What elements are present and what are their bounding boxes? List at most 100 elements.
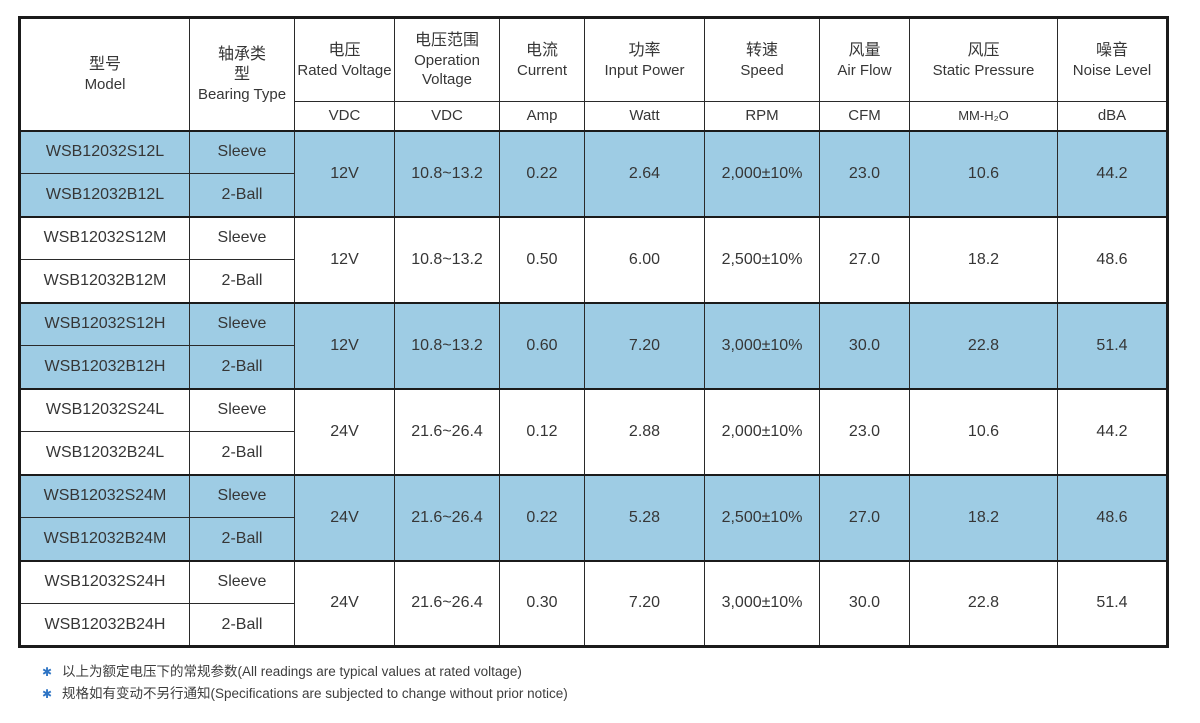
operation-voltage-cell: 10.8~13.2 [394,129,500,217]
current-cell: 0.22 [499,129,585,217]
col-header-air_flow: 风量 Air Flow [819,17,910,102]
speed-cell: 2,000±10% [704,387,820,475]
col-header-en: Current [516,61,568,79]
col-unit-rated_voltage: VDC [294,101,395,132]
bearing-cell: Sleeve [189,129,295,174]
col-unit-current: Amp [499,101,585,132]
col-header-model: 型号 Model [19,17,190,131]
col-header-zh: 电压 [328,41,361,59]
operation-voltage-cell: 21.6~26.4 [394,473,500,561]
footnote: ✱ 以上为额定电压下的常规参数(All readings are typical … [42,661,1200,683]
model-cell: WSB12032S24H [19,559,190,604]
speed-cell: 3,000±10% [704,301,820,389]
col-unit-air_flow: CFM [819,101,910,132]
current-cell: 0.12 [499,387,585,475]
table-row: WSB12032S12H Sleeve 12V 10.8~13.2 0.60 7.20 3,… [19,301,1168,389]
air-flow-cell: 30.0 [819,559,910,647]
model-cell: WSB12032B12H [19,345,190,389]
noise-cell: 51.4 [1057,301,1168,389]
table-row: WSB12032S24L Sleeve 24V 21.6~26.4 0.12 2.88 2,… [19,387,1168,475]
model-cell: WSB12032B12M [19,259,190,303]
input-power-cell: 5.28 [584,473,705,561]
static-pressure-cell: 18.2 [909,215,1058,303]
operation-voltage-cell: 10.8~13.2 [394,301,500,389]
col-unit-noise: dBA [1057,101,1168,132]
bearing-cell: Sleeve [189,473,295,518]
col-unit-static_pressure: MM-H₂O [909,101,1058,132]
footnote: ✱ 规格如有变动不另行通知(Specifications are subjecte… [42,683,1200,705]
table-row: WSB12032B24L 2-Ball [19,431,1168,475]
col-header-noise: 噪音 Noise Level [1057,17,1168,102]
model-cell: WSB12032B24H [19,603,190,647]
spec-sheet: 型号 Model 轴承类型 Bearing Type 电压 Rated Voltage 电压… [18,16,1200,705]
speed-cell: 3,000±10% [704,559,820,647]
input-power-cell: 7.20 [584,301,705,389]
noise-cell: 44.2 [1057,129,1168,217]
bearing-cell: 2-Ball [189,603,295,647]
col-unit-speed: RPM [704,101,820,132]
col-header-zh: 轴承类型 [217,45,266,83]
noise-cell: 48.6 [1057,473,1168,561]
model-cell: WSB12032S24M [19,473,190,518]
bearing-cell: 2-Ball [189,431,295,475]
col-header-en: Static Pressure [932,61,1035,79]
col-header-input_power: 功率 Input Power [584,17,705,102]
rated-voltage-cell: 24V [294,559,395,647]
speed-cell: 2,500±10% [704,215,820,303]
bearing-cell: 2-Ball [189,345,295,389]
table-row: WSB12032B24M 2-Ball [19,517,1168,561]
model-cell: WSB12032S24L [19,387,190,432]
bearing-cell: Sleeve [189,387,295,432]
bearing-cell: 2-Ball [189,173,295,217]
input-power-cell: 6.00 [584,215,705,303]
rated-voltage-cell: 12V [294,129,395,217]
star-asterisk-icon: ✱ [42,687,53,701]
static-pressure-cell: 18.2 [909,473,1058,561]
spec-table: 型号 Model 轴承类型 Bearing Type 电压 Rated Voltage 电压… [18,16,1169,648]
air-flow-cell: 27.0 [819,215,910,303]
speed-cell: 2,000±10% [704,129,820,217]
col-header-operation_voltage: 电压范围 Operation Voltage [394,17,500,102]
col-header-zh: 型号 [88,55,121,73]
col-header-en: Input Power [604,61,685,79]
rated-voltage-cell: 24V [294,387,395,475]
col-header-current: 电流 Current [499,17,585,102]
col-header-en: Noise Level [1072,61,1152,79]
col-header-en: Bearing Type [197,85,287,103]
table-row: WSB12032S12L Sleeve 12V 10.8~13.2 0.22 2.64 2,… [19,129,1168,217]
table-row: WSB12032B12L 2-Ball [19,173,1168,217]
noise-cell: 44.2 [1057,387,1168,475]
footnote-text: 规格如有变动不另行通知(Specifications are subjected… [62,686,568,701]
air-flow-cell: 27.0 [819,473,910,561]
model-cell: WSB12032B12L [19,173,190,217]
col-header-en: Operation Voltage [414,52,480,88]
col-header-speed: 转速 Speed [704,17,820,102]
model-cell: WSB12032S12H [19,301,190,346]
footnotes: ✱ 以上为额定电压下的常规参数(All readings are typical … [18,661,1200,705]
input-power-cell: 2.88 [584,387,705,475]
rated-voltage-cell: 24V [294,473,395,561]
bearing-cell: Sleeve [189,215,295,260]
col-header-en: Speed [740,61,784,79]
col-header-static_pressure: 风压 Static Pressure [909,17,1058,102]
speed-cell: 2,500±10% [704,473,820,561]
bearing-cell: 2-Ball [189,259,295,303]
input-power-cell: 2.64 [584,129,705,217]
current-cell: 0.22 [499,473,585,561]
table-row: WSB12032B12H 2-Ball [19,345,1168,389]
static-pressure-cell: 10.6 [909,387,1058,475]
static-pressure-cell: 22.8 [909,301,1058,389]
model-cell: WSB12032S12M [19,215,190,260]
air-flow-cell: 23.0 [819,387,910,475]
col-header-zh: 风压 [967,41,1000,59]
col-header-rated_voltage: 电压 Rated Voltage [294,17,395,102]
table-row: WSB12032B24H 2-Ball [19,603,1168,647]
air-flow-cell: 30.0 [819,301,910,389]
col-header-en: Model [84,75,126,93]
operation-voltage-cell: 10.8~13.2 [394,215,500,303]
static-pressure-cell: 22.8 [909,559,1058,647]
model-cell: WSB12032B24M [19,517,190,561]
model-cell: WSB12032B24L [19,431,190,475]
air-flow-cell: 23.0 [819,129,910,217]
rated-voltage-cell: 12V [294,215,395,303]
